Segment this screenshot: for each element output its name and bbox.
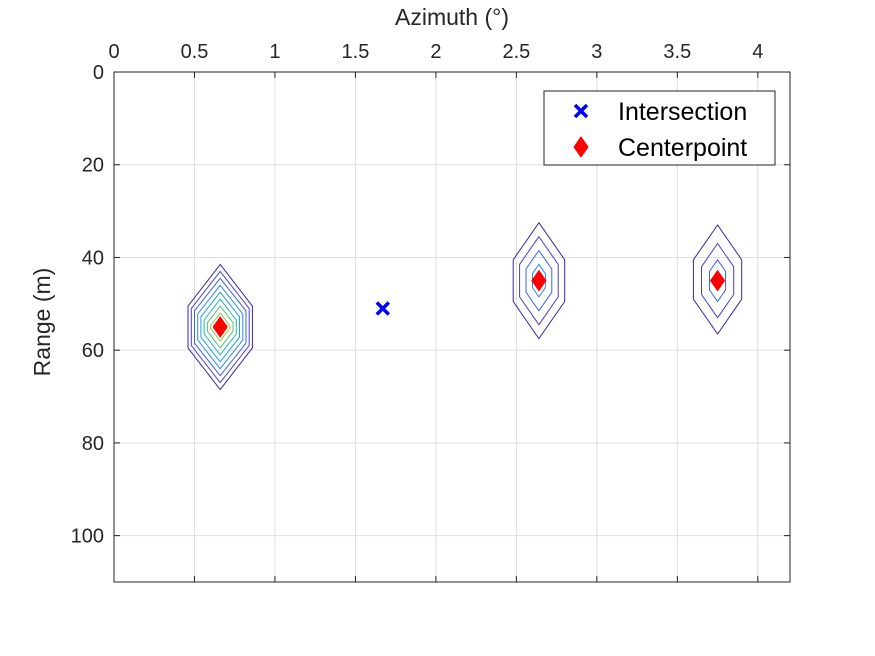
x-tick-label: 1.5 (342, 41, 370, 63)
contour-line (525, 249, 553, 312)
x-tick-label: 3.5 (663, 41, 691, 63)
contour-line (200, 291, 240, 363)
contour-layer (187, 221, 743, 391)
contour-line (210, 312, 231, 342)
x-tick-label: 3 (591, 41, 602, 63)
legend-centerpoint-label: Centerpoint (618, 134, 747, 162)
centerpoint-marker (709, 269, 726, 292)
y-tick-label: 80 (82, 433, 104, 455)
contour-line (190, 270, 250, 384)
legend: Intersection Centerpoint (543, 90, 776, 166)
contour-line (512, 221, 566, 340)
y-axis-title: Range (m) (29, 268, 55, 377)
x-marker-stroke (375, 301, 391, 316)
centerpoint-marker (531, 269, 547, 292)
centerpoint-marker (212, 316, 228, 338)
contour-line (701, 242, 735, 319)
x-tick-label: 4 (752, 41, 763, 63)
intersection-marker (375, 301, 391, 316)
x-tick-label: 2.5 (502, 41, 530, 63)
legend-centerpoint-marker (573, 136, 589, 158)
contour-line (709, 258, 727, 303)
y-tick-label: 60 (82, 340, 104, 362)
legend-intersection-label: Intersection (618, 98, 747, 126)
y-tick-label: 40 (82, 247, 104, 269)
plot-frame (113, 71, 791, 583)
contour-line (197, 284, 244, 370)
contour-line (194, 277, 247, 377)
x-tick-label: 0.5 (181, 41, 209, 63)
legend-intersection-marker (573, 103, 589, 119)
y-tick-label: 0 (93, 62, 104, 84)
x-axis-title: Azimuth (°) (395, 4, 509, 30)
marker-layer (212, 269, 726, 338)
contour-line (203, 298, 237, 356)
contour-line (519, 235, 559, 326)
x-marker-stroke (573, 103, 589, 119)
x-tick-label: 2 (430, 41, 441, 63)
legend-diamond-marker (573, 136, 589, 158)
x-tick-label: 0 (108, 41, 119, 63)
y-tick-label: 20 (82, 155, 104, 177)
contour-line (532, 263, 546, 298)
y-tick-label: 100 (71, 526, 104, 548)
x-tick-label: 1 (269, 41, 280, 63)
legend-x-marker (573, 103, 589, 119)
contour-line (206, 305, 234, 349)
contour-line (187, 263, 253, 391)
contour-line (692, 224, 743, 335)
